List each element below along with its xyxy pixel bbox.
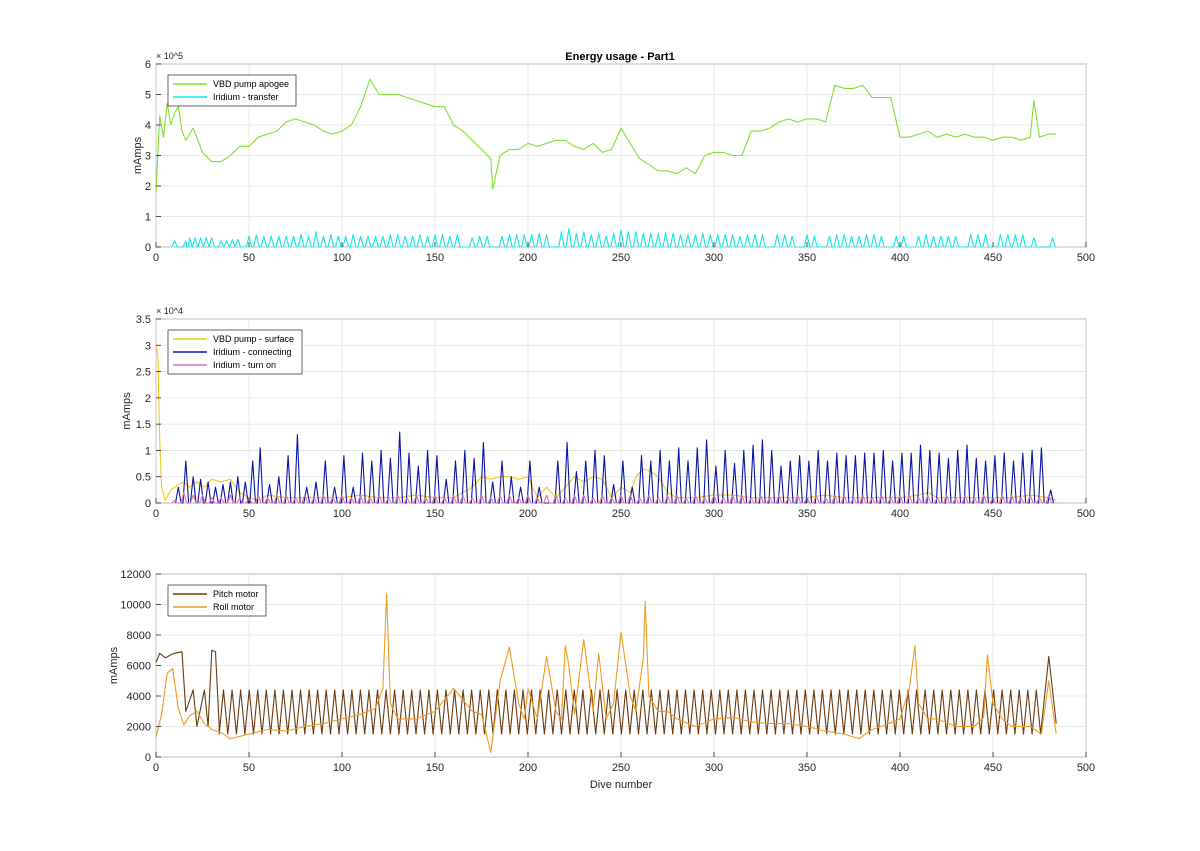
y-tick-label: 3 — [145, 340, 151, 352]
x-tick-label: 250 — [612, 508, 630, 520]
legend-entry-roll-motor: Roll motor — [213, 602, 254, 612]
y-tick-label: 2 — [145, 181, 151, 193]
y-tick-label: 2 — [145, 393, 151, 405]
y-tick-label: 12000 — [120, 569, 151, 581]
x-tick-label: 400 — [891, 508, 909, 520]
y-exponent-label-2: × 10^4 — [156, 306, 183, 316]
x-tick-label: 150 — [426, 252, 444, 264]
x-tick-label: 450 — [984, 762, 1002, 774]
panel-energy-usage: 0 50 100 150 200 250 300 350 400 450 500 0 1 2 3 4 5 6 ×… — [132, 51, 1095, 264]
x-tick-label: 300 — [705, 252, 723, 264]
y-tick-label: 0 — [145, 752, 151, 764]
x-tick-label: 250 — [612, 762, 630, 774]
x-tick-label: 200 — [519, 762, 537, 774]
y-tick-label: 2.5 — [136, 367, 151, 379]
series-line-vbd-pump-apogee — [155, 78, 1057, 193]
y-exponent-label-1: × 10^5 — [156, 51, 183, 61]
y-axis-label-3: mAmps — [108, 646, 120, 684]
x-tick-label: 150 — [426, 508, 444, 520]
y-tick-label: 0.5 — [136, 472, 151, 484]
legend-entry-vbd-pump-surface: VBD pump - surface — [213, 334, 294, 344]
y-tick-label: 5 — [145, 90, 151, 102]
x-tick-label: 200 — [519, 252, 537, 264]
legend-entry-pitch-motor: Pitch motor — [213, 589, 259, 599]
x-tick-label: 500 — [1077, 508, 1095, 520]
x-tick-label: 450 — [984, 508, 1002, 520]
legend-entry-iridium-transfer: Iridium - transfer — [213, 92, 279, 102]
x-tick-label: 200 — [519, 508, 537, 520]
legend-entry-iridium-turn-on: Iridium - turn on — [213, 360, 276, 370]
series-line-pitch-motor — [155, 649, 1057, 735]
chart-title: Energy usage - Part1 — [565, 51, 674, 63]
x-tick-label: 500 — [1077, 762, 1095, 774]
y-tick-label: 10000 — [120, 600, 151, 612]
y-tick-label: 4000 — [127, 691, 151, 703]
y-tick-label: 3 — [145, 151, 151, 163]
legend-box — [167, 584, 267, 617]
x-tick-label: 450 — [984, 252, 1002, 264]
x-axis-label: Dive number — [590, 779, 653, 791]
x-tick-label: 150 — [426, 762, 444, 774]
x-tick-label: 0 — [153, 508, 159, 520]
series-line-vbd-pump-surface — [155, 345, 1057, 501]
y-tick-label: 6000 — [127, 661, 151, 673]
legend-entry-iridium-connecting: Iridium - connecting — [213, 347, 292, 357]
y-tick-label: 6 — [145, 59, 151, 71]
series-line-iridium-turn-on — [171, 491, 1053, 504]
x-tick-label: 350 — [798, 508, 816, 520]
legend-2: VBD pump - surface Iridium - connecting Ir… — [167, 329, 303, 375]
y-tick-label: 8000 — [127, 630, 151, 642]
x-tick-label: 100 — [333, 762, 351, 774]
y-tick-label: 1.5 — [136, 419, 151, 431]
x-tick-label: 400 — [891, 762, 909, 774]
legend-3: Pitch motor Roll motor — [167, 584, 267, 617]
x-tick-label: 400 — [891, 252, 909, 264]
panel-motors: 0 50 100 150 200 250 300 350 400 450 500 0 2000 4000… — [108, 569, 1095, 791]
legend-box — [167, 74, 297, 107]
x-tick-label: 500 — [1077, 252, 1095, 264]
y-tick-label: 3.5 — [136, 314, 151, 326]
y-axis-label-1: mAmps — [132, 136, 144, 174]
y-tick-label: 1 — [145, 212, 151, 224]
y-tick-label: 0 — [145, 498, 151, 510]
x-tick-label: 250 — [612, 252, 630, 264]
y-axis-label-2: mAmps — [121, 392, 133, 430]
y-tick-label: 1 — [145, 445, 151, 457]
x-tick-label: 50 — [243, 508, 255, 520]
y-tick-label: 0 — [145, 242, 151, 254]
series-line-iridium-transfer — [171, 228, 1056, 248]
series-line-roll-motor — [155, 593, 1057, 753]
x-tick-label: 0 — [153, 252, 159, 264]
x-tick-label: 50 — [243, 252, 255, 264]
panel-surface-iridium: 0 50 100 150 200 250 300 350 400 450 500 0 0.5 1 1.5 2… — [121, 306, 1095, 520]
x-tick-label: 50 — [243, 762, 255, 774]
x-tick-label: 300 — [705, 762, 723, 774]
x-tick-label: 100 — [333, 252, 351, 264]
x-tick-label: 100 — [333, 508, 351, 520]
x-tick-label: 300 — [705, 508, 723, 520]
x-tick-label: 350 — [798, 762, 816, 774]
x-tick-label: 0 — [153, 762, 159, 774]
x-tick-label: 350 — [798, 252, 816, 264]
legend-1: VBD pump apogee Iridium - transfer — [167, 74, 297, 107]
y-tick-label: 4 — [145, 120, 151, 132]
legend-entry-vbd-pump-apogee: VBD pump apogee — [213, 79, 289, 89]
y-tick-label: 2000 — [127, 722, 151, 734]
